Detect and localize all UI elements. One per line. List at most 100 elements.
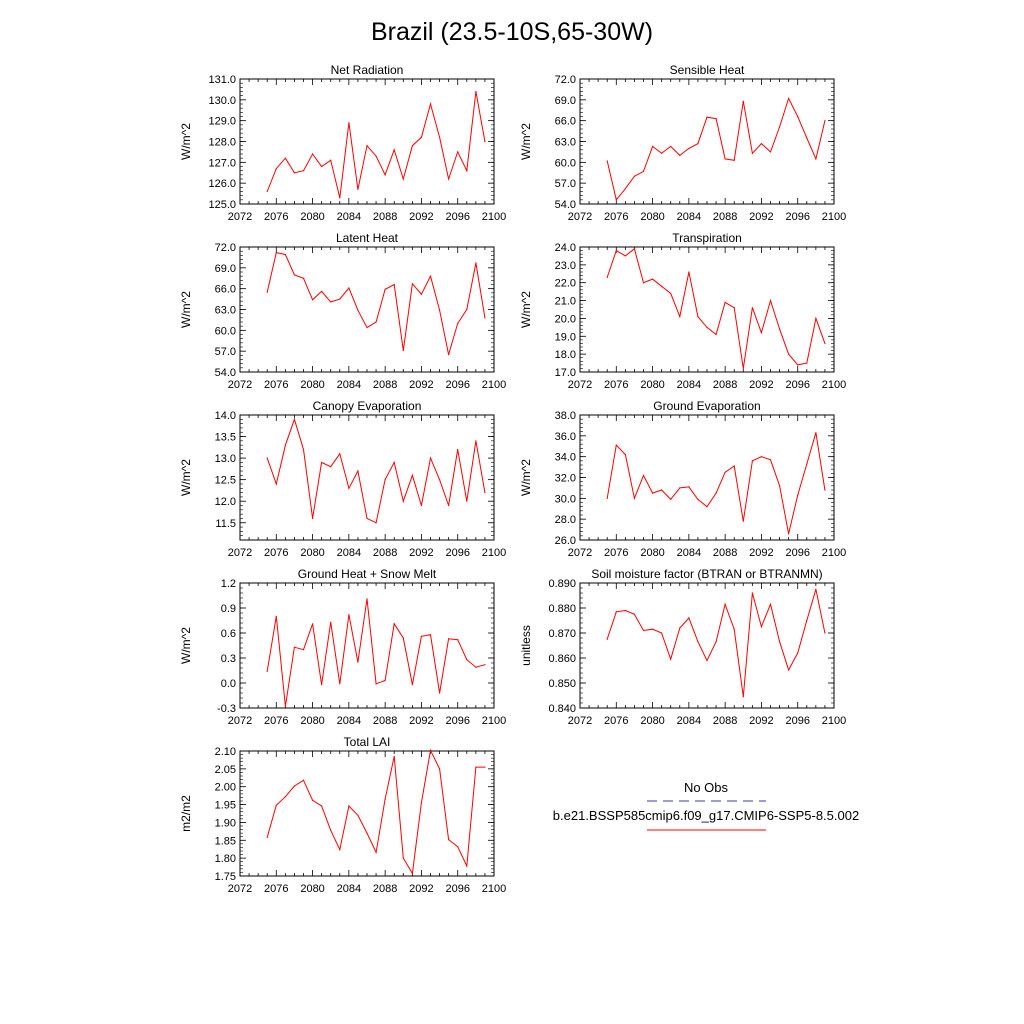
data-point bbox=[475, 666, 477, 668]
data-point bbox=[330, 301, 332, 303]
plot-frame bbox=[579, 78, 835, 205]
data-point bbox=[284, 796, 286, 798]
data-point bbox=[402, 500, 404, 502]
data-point bbox=[330, 621, 332, 623]
data-point bbox=[615, 611, 617, 613]
data-point bbox=[357, 188, 359, 191]
data-point bbox=[475, 766, 477, 768]
y-tick-label: 24.0 bbox=[555, 242, 576, 254]
x-tick-label: 2088 bbox=[373, 379, 397, 391]
x-tick-label: 2072 bbox=[228, 547, 252, 559]
data-point bbox=[797, 652, 799, 654]
x-tick-label: 2084 bbox=[337, 379, 361, 391]
y-tick-label: -0.3 bbox=[217, 703, 236, 715]
data-point bbox=[670, 498, 672, 500]
data-point bbox=[448, 178, 450, 180]
y-tick-label: 0.880 bbox=[548, 603, 576, 615]
data-point bbox=[742, 367, 744, 370]
data-point bbox=[484, 317, 486, 319]
data-point bbox=[366, 517, 368, 520]
data-point bbox=[402, 857, 404, 859]
data-point bbox=[457, 846, 459, 848]
x-tick-label: 2072 bbox=[228, 883, 252, 895]
data-point bbox=[715, 117, 717, 120]
data-point bbox=[642, 282, 645, 284]
data-point bbox=[797, 115, 799, 118]
data-point bbox=[633, 248, 636, 250]
x-tick-label: 2084 bbox=[337, 211, 361, 223]
chart-panel: Sensible Heat 2072 2076 2080 2084 2088 2092 209… bbox=[519, 63, 846, 223]
y-tick-label: 19.0 bbox=[555, 331, 576, 343]
data-point bbox=[429, 749, 432, 751]
series-line bbox=[606, 432, 826, 534]
data-point bbox=[806, 137, 808, 139]
x-tick-label: 2072 bbox=[568, 547, 592, 559]
x-tick-label: 2100 bbox=[482, 715, 506, 727]
y-axis-label: W/m^2 bbox=[519, 291, 533, 328]
y-tick-label: 1.95 bbox=[215, 800, 236, 812]
y-tick-label: 0.6 bbox=[221, 628, 236, 640]
data-point bbox=[724, 471, 726, 473]
x-tick-label: 2100 bbox=[482, 883, 506, 895]
data-point bbox=[330, 466, 332, 468]
panel-title: Transpiration bbox=[672, 231, 742, 245]
y-tick-label: 34.0 bbox=[555, 452, 576, 464]
data-point bbox=[706, 116, 708, 118]
y-tick-label: 20.0 bbox=[555, 313, 576, 325]
x-tick-label: 2088 bbox=[373, 715, 397, 727]
data-point bbox=[366, 326, 368, 329]
y-tick-label: 54.0 bbox=[215, 367, 236, 379]
x-tick-label: 2100 bbox=[482, 379, 506, 391]
legend: No Obs b.e21.BSSP585cmip6.f09_g17.CMIP6-… bbox=[553, 780, 859, 831]
data-point bbox=[366, 145, 368, 147]
chart-panel: Soil moisture factor (BTRAN or BTRANMN) 2… bbox=[519, 567, 846, 727]
y-axis-label: W/m^2 bbox=[179, 123, 193, 160]
data-point bbox=[615, 199, 617, 201]
data-point bbox=[769, 459, 772, 461]
x-tick-label: 2096 bbox=[445, 883, 469, 895]
plot-frame bbox=[239, 750, 495, 877]
y-tick-label: 2.10 bbox=[215, 746, 236, 758]
y-tick-label: 66.0 bbox=[555, 116, 576, 128]
data-point bbox=[715, 333, 717, 336]
x-tick-label: 2072 bbox=[228, 715, 252, 727]
x-tick-label: 2088 bbox=[373, 211, 397, 223]
data-point bbox=[688, 617, 690, 619]
series-line bbox=[266, 417, 486, 524]
data-point bbox=[651, 492, 654, 494]
data-point bbox=[321, 290, 323, 293]
data-point bbox=[642, 629, 645, 632]
y-tick-label: 72.0 bbox=[215, 242, 236, 254]
y-axis-label: unitless bbox=[519, 625, 533, 666]
data-point bbox=[393, 149, 395, 151]
y-tick-label: 14.0 bbox=[215, 410, 236, 422]
data-point bbox=[475, 90, 477, 93]
data-point bbox=[302, 448, 305, 451]
y-tick-label: 57.0 bbox=[215, 346, 236, 358]
data-point bbox=[806, 619, 808, 622]
x-tick-label: 2072 bbox=[228, 379, 252, 391]
chart-panels: Net Radiation 2072 2076 2080 2084 2088 2092 209… bbox=[179, 63, 846, 895]
series-line bbox=[266, 252, 486, 355]
data-point bbox=[302, 170, 305, 172]
x-tick-label: 2084 bbox=[337, 883, 361, 895]
data-point bbox=[275, 615, 277, 617]
data-point bbox=[330, 829, 332, 831]
y-tick-label: 125.0 bbox=[208, 199, 236, 211]
y-tick-label: 63.0 bbox=[215, 305, 236, 317]
data-point bbox=[438, 136, 441, 138]
panel-title: Soil moisture factor (BTRAN or BTRANMN) bbox=[591, 567, 822, 581]
x-tick-label: 2080 bbox=[300, 883, 324, 895]
data-point bbox=[402, 178, 404, 180]
plot-frame bbox=[239, 78, 495, 205]
series-line bbox=[266, 91, 486, 198]
data-point bbox=[824, 342, 826, 345]
data-point bbox=[606, 497, 608, 499]
y-tick-label: 57.0 bbox=[555, 178, 576, 190]
panel-title: Sensible Heat bbox=[670, 63, 745, 77]
x-tick-label: 2100 bbox=[482, 547, 506, 559]
x-tick-label: 2100 bbox=[482, 211, 506, 223]
y-tick-label: 17.0 bbox=[555, 367, 576, 379]
y-axis-label: W/m^2 bbox=[179, 627, 193, 664]
x-tick-label: 2096 bbox=[445, 379, 469, 391]
